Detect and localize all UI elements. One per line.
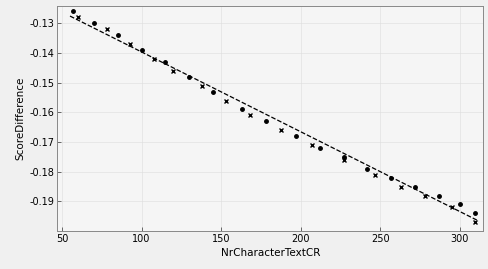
X-axis label: NrCharacterTextCR: NrCharacterTextCR — [220, 248, 319, 258]
Y-axis label: ScoreDifference: ScoreDifference — [15, 77, 25, 160]
